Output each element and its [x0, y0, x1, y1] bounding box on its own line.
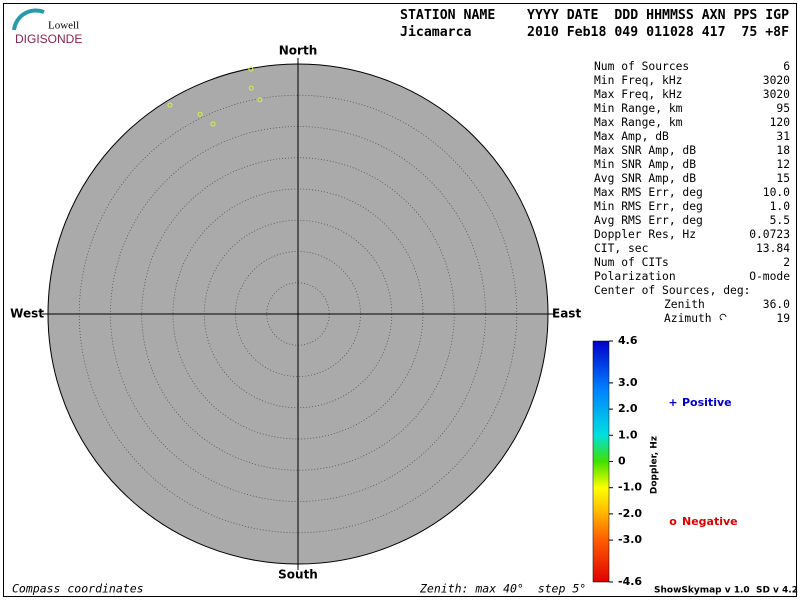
header-line: STATION NAME YYYY DATE DDD HHMMSS AXN PP…: [400, 8, 789, 23]
colorbar-tick-label: 0: [618, 455, 626, 468]
logo-swoosh: [12, 8, 45, 31]
stat-label: Max Freq, kHz: [594, 88, 682, 101]
stat-value: 36.0: [763, 298, 790, 311]
colorbar-label: Doppler, Hz: [650, 436, 660, 494]
stat-label: CIT, sec: [594, 242, 648, 255]
stat-label: Avg SNR Amp, dB: [594, 172, 696, 185]
stat-value: 6: [783, 60, 790, 73]
stat-value: 3020: [763, 74, 790, 87]
stat-value: 18: [776, 144, 790, 157]
colorbar-tick-label: -1.0: [618, 481, 642, 494]
direction-label: North: [279, 44, 317, 58]
colorbar-tick-label: -3.0: [618, 533, 642, 546]
stat-value: 12: [776, 158, 790, 171]
colorbar-tick-label: 4.6: [618, 334, 638, 347]
stat-label: Min Freq, kHz: [594, 74, 682, 87]
stat-value: O-mode: [749, 270, 790, 283]
stat-value: 15: [776, 172, 790, 185]
stat-label: Max SNR Amp, dB: [594, 144, 696, 157]
stat-value: 2: [783, 256, 790, 269]
direction-label: West: [10, 307, 44, 321]
stat-label: Polarization: [594, 270, 676, 283]
footer-right: ShowSkymap v 1.0 SD v 4.2: [654, 586, 798, 596]
stat-value: 120: [770, 116, 791, 129]
stat-value: 31: [776, 130, 790, 143]
stat-label: Min RMS Err, deg: [594, 200, 703, 213]
stat-section: Center of Sources, deg:: [594, 284, 750, 297]
colorbar: 4.6 3.0 2.0 1.0 0 -1.0 -2.0 -3.0 -4.6 Doppler, Hz…: [592, 334, 738, 588]
source-point: [248, 85, 254, 91]
stat-value: 3020: [763, 88, 790, 101]
stat-label: Azimuth: [664, 312, 712, 325]
stat-label: Num of Sources: [594, 60, 689, 73]
legend-label: Positive: [682, 396, 732, 409]
logo-bottom: DIGISONDE: [15, 32, 82, 46]
stats-panel: Num of Sources 6 Min Freq, kHz 3020 Max Freq…: [594, 60, 790, 325]
stat-value: 1.0: [770, 200, 791, 213]
logo-top: Lowell: [48, 20, 79, 32]
colorbar-tick-label: 3.0: [618, 376, 638, 389]
stat-label: Min SNR Amp, dB: [594, 158, 696, 171]
colorbar-tick-label: 1.0: [618, 428, 638, 441]
source-point: [248, 66, 254, 72]
colorbar-tick-label: -4.6: [618, 575, 642, 588]
header-line: Jicamarca 2010 Feb18 049 011028 417 75 +…: [400, 24, 789, 40]
colorbar-tick-label: 2.0: [618, 402, 638, 415]
stat-value: 19: [776, 312, 790, 325]
legend-symbol: o: [669, 515, 677, 528]
source-point: [210, 121, 216, 127]
footer-left: Compass coordinates: [12, 582, 144, 596]
stat-label: Zenith: [664, 298, 705, 311]
stat-value: 95: [776, 102, 790, 115]
colorbar-scale: [592, 340, 610, 583]
stat-label: Num of CITs: [594, 256, 669, 269]
direction-label: South: [278, 568, 318, 582]
legend-symbol: +: [668, 396, 677, 409]
source-point: [197, 111, 203, 117]
azimuth-glyph: [719, 313, 727, 321]
stat-label: Max Amp, dB: [594, 130, 669, 143]
source-point: [257, 97, 263, 103]
stat-value: 13.84: [756, 242, 790, 255]
stat-value: 0.0723: [749, 228, 790, 241]
stat-value: 5.5: [770, 214, 790, 227]
polar-plot: North South West East: [10, 44, 581, 582]
stat-label: Max Range, km: [594, 116, 683, 129]
legend-label: Negative: [682, 515, 738, 528]
stat-label: Min Range, km: [594, 102, 683, 115]
colorbar-tick-label: -2.0: [618, 507, 642, 520]
stat-label: Doppler Res, Hz: [594, 228, 696, 241]
direction-label: East: [552, 307, 581, 321]
source-point: [167, 102, 173, 108]
stat-value: 10.0: [763, 186, 790, 199]
stat-label: Max RMS Err, deg: [594, 186, 703, 199]
footer-middle: Zenith: max 40° step 5°: [419, 582, 586, 596]
stat-label: Avg RMS Err, deg: [594, 214, 703, 227]
